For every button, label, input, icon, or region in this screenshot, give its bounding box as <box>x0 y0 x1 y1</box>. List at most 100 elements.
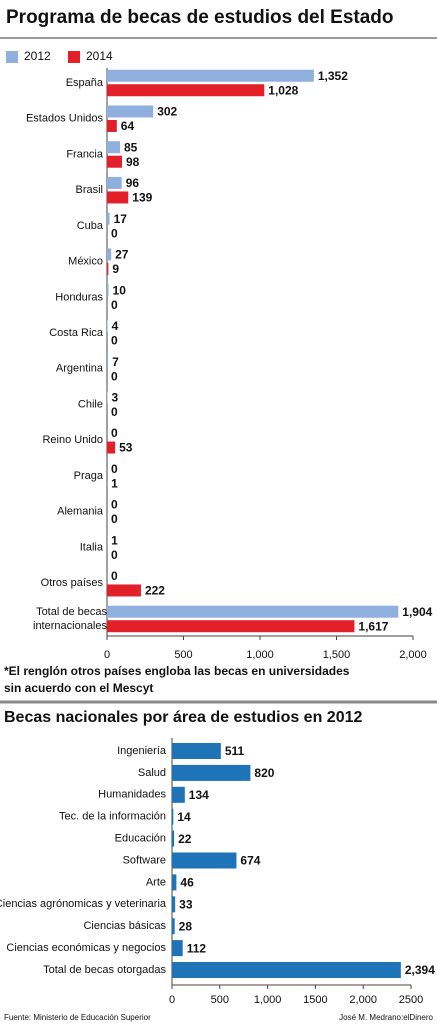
x-tick-label: 1500 <box>303 994 327 1006</box>
category-label: Costa Rica <box>49 327 104 339</box>
bar <box>107 105 154 118</box>
category-label: España <box>66 77 104 89</box>
category-label: Honduras <box>55 291 103 303</box>
category-label: Praga <box>74 470 104 482</box>
category-label: Ingeniería <box>117 745 167 757</box>
category-label: Ciencias económicas y negocios <box>6 942 166 954</box>
source: Fuente: Ministerio de Educación Superior <box>4 1013 151 1022</box>
credit: José M. Medrano:elDinero <box>339 1013 433 1022</box>
value-label: 0 <box>111 426 118 440</box>
category-label: Estados Unidos <box>26 113 104 125</box>
value-label: 96 <box>126 176 140 190</box>
value-label: 27 <box>115 248 129 262</box>
legend-swatch <box>6 51 18 63</box>
bar <box>107 584 141 597</box>
value-label: 0 <box>111 498 118 512</box>
category-label: Humanidades <box>98 789 166 801</box>
bar <box>107 605 399 618</box>
category-label: Software <box>123 854 166 866</box>
bar <box>172 786 185 803</box>
value-label: 46 <box>180 876 194 890</box>
value-label: 139 <box>132 191 152 205</box>
category-label: Tec. de la información <box>59 811 166 823</box>
category-label: Alemania <box>57 506 104 518</box>
bar <box>107 155 122 168</box>
value-label: 33 <box>179 897 193 911</box>
chart-title: Becas nacionales por área de estudios en… <box>4 709 362 726</box>
value-label: 9 <box>112 262 119 276</box>
value-label: 10 <box>113 283 127 297</box>
value-label: 1 <box>111 533 118 547</box>
category-label: Argentina <box>56 363 104 375</box>
legend-label: 2014 <box>86 49 113 63</box>
x-tick-label: 500 <box>211 994 229 1006</box>
value-label: 222 <box>145 584 165 598</box>
category-label: Brasil <box>75 184 103 196</box>
x-tick-label: 2,000 <box>349 994 377 1006</box>
value-label: 302 <box>157 105 177 119</box>
value-label: 134 <box>189 788 209 802</box>
bar <box>172 896 176 913</box>
bar <box>107 176 122 189</box>
category-label: Total de becas otorgadas <box>43 964 166 976</box>
bar <box>172 764 251 781</box>
bar <box>107 441 116 454</box>
bar <box>107 355 109 368</box>
value-label: 1,617 <box>358 619 388 633</box>
value-label: 0 <box>111 512 118 526</box>
category-label: Italia <box>80 541 104 553</box>
category-label: Otros países <box>41 577 104 589</box>
bar <box>107 84 265 97</box>
value-label: 7 <box>112 355 119 369</box>
bar <box>172 743 221 759</box>
bar <box>172 874 177 891</box>
legend-swatch <box>68 51 80 63</box>
bar <box>107 620 355 633</box>
value-label: 0 <box>111 548 118 562</box>
value-label: 0 <box>111 298 118 312</box>
value-label: 53 <box>119 441 133 455</box>
category-label: Educación <box>115 833 166 845</box>
x-tick-label: 1,000 <box>254 994 282 1006</box>
bar <box>107 262 109 275</box>
bar <box>172 918 175 935</box>
value-label: 820 <box>254 766 274 780</box>
x-tick-label: 2500 <box>399 994 423 1006</box>
value-label: 85 <box>124 140 138 154</box>
bar <box>172 808 174 825</box>
x-tick-label: 0 <box>104 649 110 661</box>
category-label: Total de becas internacionales <box>33 606 107 632</box>
value-label: 28 <box>179 919 193 933</box>
x-tick-label: 500 <box>174 649 192 661</box>
category-label: Chile <box>78 398 103 410</box>
value-label: 1 <box>111 476 118 490</box>
value-label: 3 <box>111 390 118 404</box>
value-label: 17 <box>114 212 128 226</box>
x-tick-label: 0 <box>169 994 175 1006</box>
bar <box>107 248 112 261</box>
value-label: 64 <box>121 119 135 133</box>
value-label: 112 <box>187 941 207 955</box>
value-label: 1,028 <box>268 83 298 97</box>
category-label: Reino Unido <box>42 434 103 446</box>
bar <box>107 319 108 332</box>
value-label: 1,904 <box>402 605 432 619</box>
legend-label: 2012 <box>24 49 51 63</box>
category-label: Arte <box>146 876 166 888</box>
bar <box>107 191 129 204</box>
value-label: 0 <box>111 369 118 383</box>
category-label: Cuba <box>77 220 104 232</box>
value-label: 14 <box>177 810 191 824</box>
category-label: Ciencias agrónomicas y veterinaria <box>0 898 167 910</box>
bar <box>172 940 183 957</box>
bar <box>107 119 117 132</box>
value-label: 1,352 <box>318 69 348 83</box>
category-label: Salud <box>138 767 166 779</box>
value-label: 4 <box>112 319 119 333</box>
category-label: México <box>68 256 103 268</box>
bar <box>172 962 401 978</box>
value-label: 511 <box>225 744 245 758</box>
footnote: sin acuerdo con el Mescyt <box>4 681 153 695</box>
value-label: 0 <box>111 334 118 348</box>
